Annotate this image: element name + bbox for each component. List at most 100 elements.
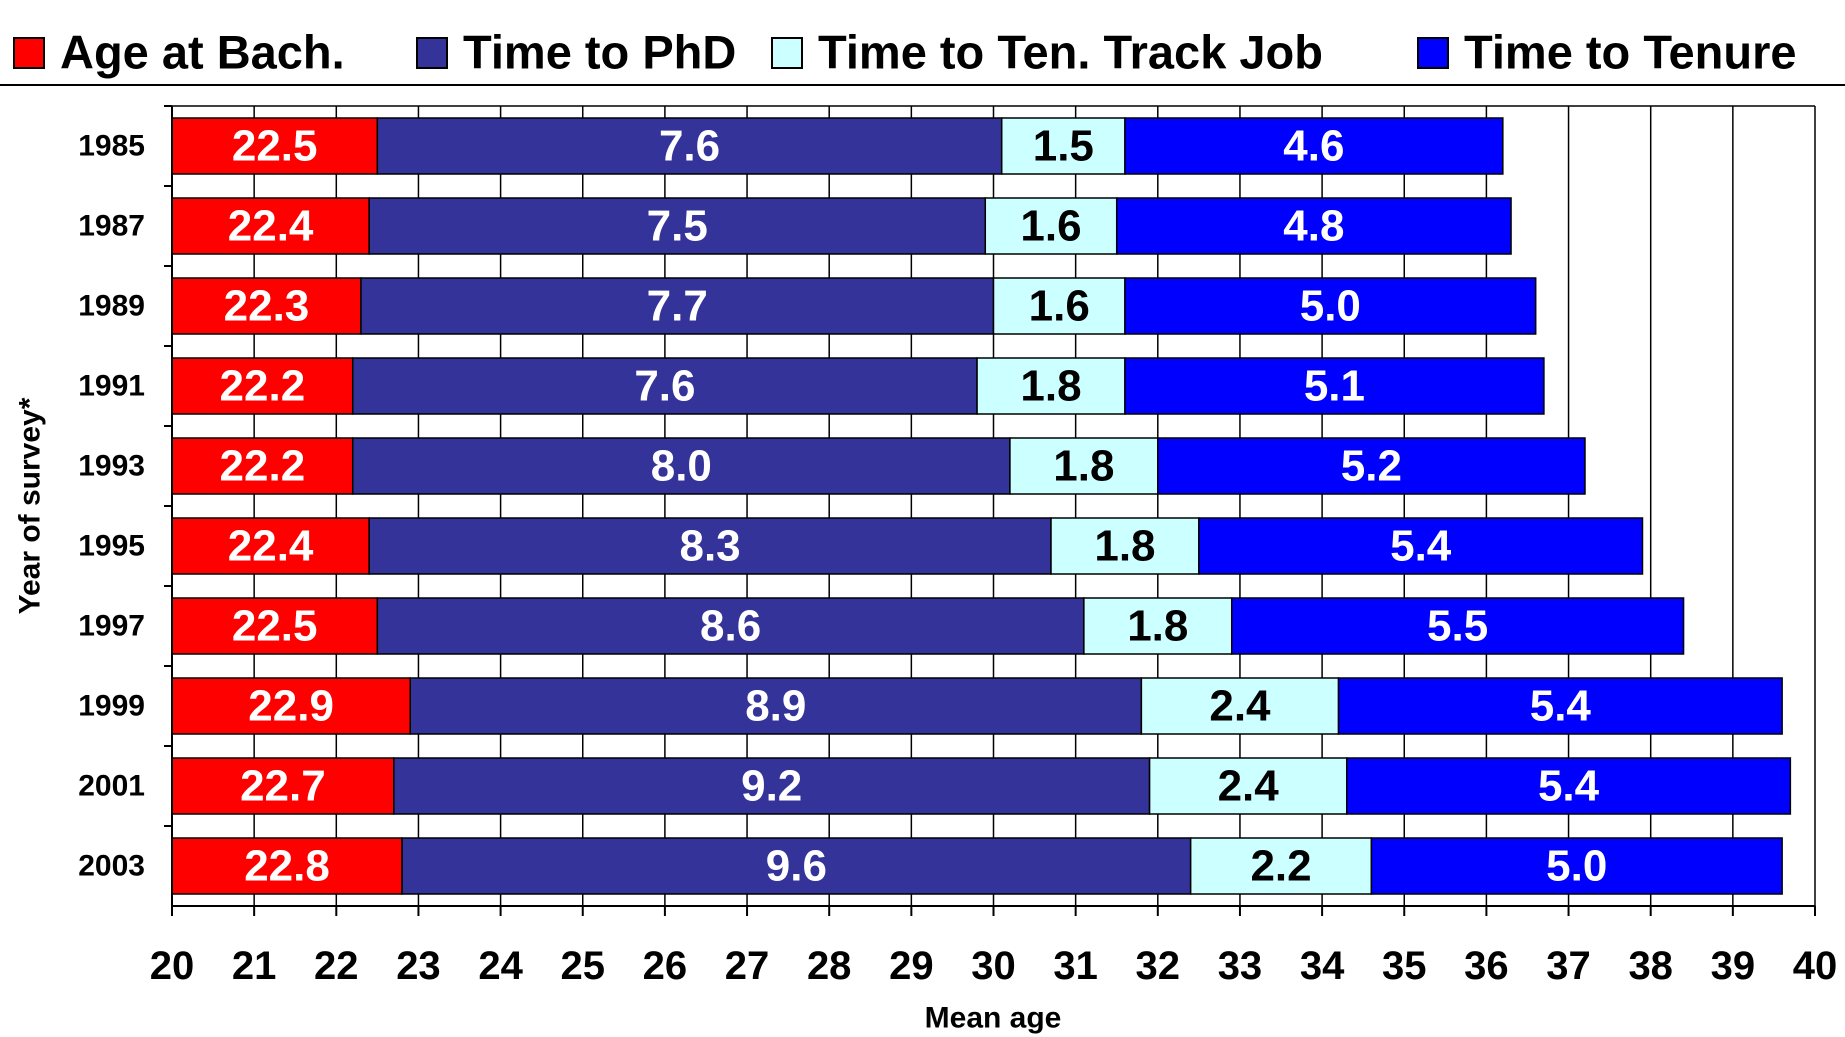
x-tick-label: 37: [1546, 944, 1591, 988]
data-label: 9.2: [741, 762, 802, 811]
data-label: 2.4: [1218, 762, 1280, 811]
legend-swatch: [771, 37, 803, 69]
x-tick-label: 27: [725, 944, 770, 988]
bar-segment: [1337, 677, 1783, 735]
bar-segment: [393, 757, 1151, 815]
x-tick-label: 38: [1628, 944, 1673, 988]
x-tick-label: 31: [1053, 944, 1098, 988]
data-label: 5.5: [1427, 602, 1488, 651]
bar-segment: [976, 357, 1126, 415]
data-label: 5.0: [1546, 842, 1607, 891]
bar-segment: [171, 837, 403, 895]
y-axis-title: Year of survey*: [14, 397, 47, 614]
legend-swatch: [416, 37, 448, 69]
data-label: 5.1: [1304, 362, 1365, 411]
data-label: 22.2: [220, 442, 306, 491]
bar-segment: [1189, 837, 1373, 895]
legend-label: Time to Tenure: [1464, 26, 1797, 79]
bar-segment: [171, 517, 370, 575]
y-tick-label: 2003: [78, 850, 145, 883]
data-label: 22.4: [228, 202, 314, 251]
data-label: 8.3: [679, 522, 740, 571]
bar-segment: [1083, 597, 1233, 655]
bar-segment: [1124, 277, 1537, 335]
bar-segment: [1115, 197, 1512, 255]
data-label: 22.7: [240, 762, 326, 811]
bar-segment: [171, 357, 354, 415]
data-label: 7.7: [647, 282, 708, 331]
bar-segment: [171, 437, 354, 495]
x-tick-label: 28: [807, 944, 852, 988]
data-label: 1.8: [1094, 522, 1155, 571]
data-label: 8.9: [745, 682, 806, 731]
y-tick-label: 1985: [78, 130, 145, 163]
data-label: 8.0: [651, 442, 712, 491]
data-label: 2.2: [1250, 842, 1311, 891]
x-tick-label: 26: [643, 944, 688, 988]
data-label: 22.8: [244, 842, 330, 891]
bar-segment: [171, 597, 379, 655]
y-tick-label: 1991: [78, 370, 145, 403]
data-label: 9.6: [766, 842, 827, 891]
bar-segment: [376, 117, 1003, 175]
data-label: 8.6: [700, 602, 761, 651]
bar-segment: [1140, 677, 1340, 735]
x-tick-label: 29: [889, 944, 934, 988]
x-tick-label: 22: [314, 944, 359, 988]
data-label: 22.5: [232, 602, 318, 651]
x-tick-label: 34: [1300, 944, 1345, 988]
data-label: 5.0: [1300, 282, 1361, 331]
bar-segment: [1345, 757, 1792, 815]
bar-segment: [351, 437, 1011, 495]
bar-segment: [171, 197, 370, 255]
x-tick-label: 25: [561, 944, 606, 988]
x-tick-label: 39: [1711, 944, 1756, 988]
data-label: 5.2: [1341, 442, 1402, 491]
data-label: 1.5: [1033, 122, 1094, 171]
legend-label: Time to Ten. Track Job: [818, 26, 1323, 79]
data-label: 4.8: [1283, 202, 1344, 251]
y-tick-label: 2001: [78, 770, 145, 803]
x-tick-label: 21: [232, 944, 277, 988]
bar-segment: [171, 757, 395, 815]
data-label: 2.4: [1209, 682, 1271, 731]
legend-swatch: [13, 37, 45, 69]
bar-segment: [1124, 357, 1545, 415]
y-tick-label: 1995: [78, 530, 145, 563]
data-label: 7.6: [659, 122, 720, 171]
data-label: 1.8: [1053, 442, 1114, 491]
data-label: 1.8: [1127, 602, 1188, 651]
data-label: 22.5: [232, 122, 318, 171]
legend-label: Time to PhD: [463, 26, 736, 79]
y-tick-label: 1987: [78, 210, 145, 243]
bar-segment: [351, 357, 978, 415]
x-tick-label: 32: [1136, 944, 1181, 988]
y-tick-label: 1999: [78, 690, 145, 723]
bar-segment: [360, 277, 995, 335]
x-tick-label: 30: [971, 944, 1016, 988]
x-axis-title: Mean age: [925, 1002, 1062, 1035]
data-label: 22.9: [248, 682, 334, 731]
data-label: 1.8: [1020, 362, 1081, 411]
y-tick-label: 1997: [78, 610, 145, 643]
data-label: 4.6: [1283, 122, 1344, 171]
data-label: 1.6: [1020, 202, 1081, 251]
legend-swatch: [1417, 37, 1449, 69]
data-label: 5.4: [1530, 682, 1592, 731]
bar-segment: [1124, 117, 1504, 175]
data-label: 22.4: [228, 522, 314, 571]
y-tick-label: 1989: [78, 290, 145, 323]
data-label: 22.2: [220, 362, 306, 411]
x-tick-label: 23: [396, 944, 441, 988]
data-label: 7.6: [634, 362, 695, 411]
x-tick-label: 35: [1382, 944, 1427, 988]
legend-label: Age at Bach.: [60, 26, 345, 79]
y-tick-label: 1993: [78, 450, 145, 483]
bar-segment: [1230, 597, 1685, 655]
bar-segment: [1009, 437, 1159, 495]
data-label: 5.4: [1538, 762, 1600, 811]
x-tick-label: 33: [1218, 944, 1263, 988]
data-label: 5.4: [1390, 522, 1452, 571]
bar-segment: [1148, 757, 1348, 815]
